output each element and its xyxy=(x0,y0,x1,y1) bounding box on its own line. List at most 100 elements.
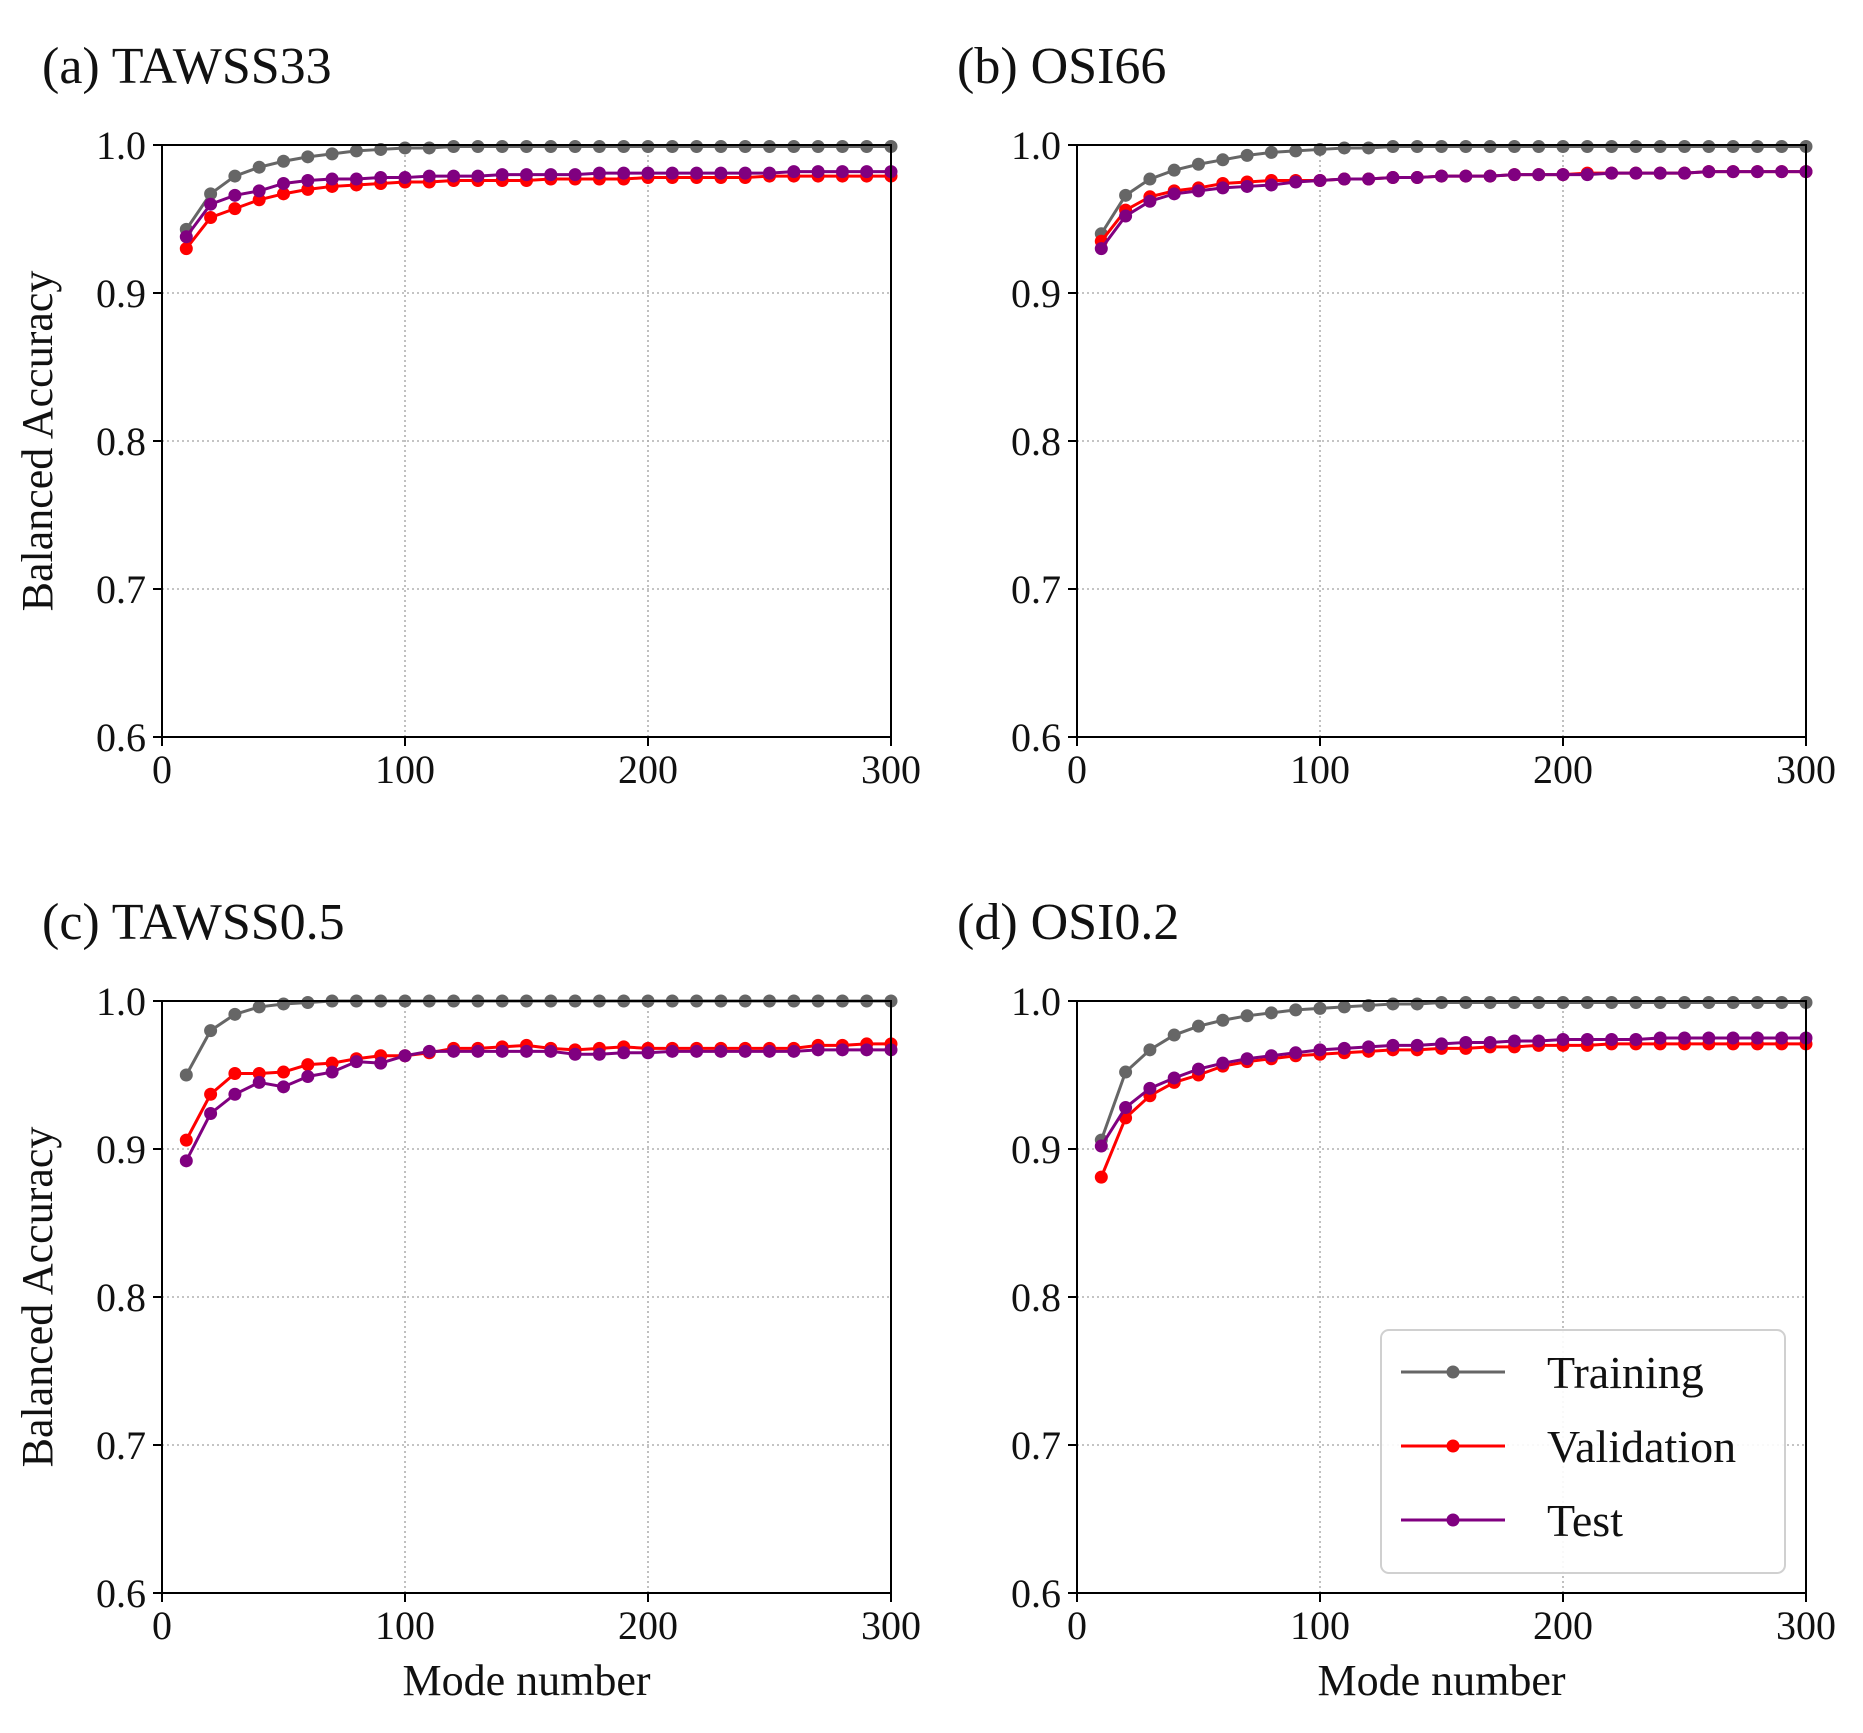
data-point-test xyxy=(1435,1037,1448,1051)
data-point-training xyxy=(277,154,290,168)
data-point-training xyxy=(811,139,825,153)
data-point-test xyxy=(228,188,242,202)
data-point-test xyxy=(544,1044,558,1058)
data-point-test xyxy=(1264,178,1278,192)
data-point-training xyxy=(1726,139,1740,153)
data-point-test xyxy=(1702,1031,1716,1045)
data-point-training xyxy=(1629,995,1643,1009)
data-point-validation xyxy=(301,182,315,196)
panel-title: (c) TAWSS0.5 xyxy=(42,894,345,951)
data-point-training xyxy=(1435,995,1448,1009)
data-point-test xyxy=(1678,166,1691,180)
y-tick-label: 0.8 xyxy=(96,1275,146,1320)
data-point-test xyxy=(835,165,849,179)
data-point-training xyxy=(1289,1003,1303,1017)
data-point-validation xyxy=(301,1058,315,1072)
data-point-test xyxy=(860,1043,874,1057)
data-point-test xyxy=(1362,1040,1376,1054)
data-point-test xyxy=(277,1080,290,1094)
series-line-validation xyxy=(1099,1042,1806,1178)
data-point-test xyxy=(787,165,801,179)
data-point-test xyxy=(1653,166,1667,180)
data-point-test xyxy=(374,171,388,185)
data-point-test xyxy=(738,1044,752,1058)
data-point-training xyxy=(1216,153,1230,167)
data-point-training xyxy=(1605,995,1619,1009)
x-axis-label: Mode number xyxy=(1317,1656,1565,1705)
data-point-test xyxy=(1192,1062,1205,1076)
data-point-training xyxy=(592,139,606,153)
data-point-test xyxy=(763,1044,776,1058)
data-point-test xyxy=(860,165,874,179)
data-point-training xyxy=(1119,188,1133,202)
data-point-test xyxy=(811,1043,825,1057)
data-point-test xyxy=(1459,169,1473,183)
data-point-training xyxy=(1264,145,1278,159)
data-point-test xyxy=(495,168,509,182)
data-point-training xyxy=(1192,1019,1205,1033)
data-point-training xyxy=(1532,995,1546,1009)
data-point-test xyxy=(1240,179,1254,193)
data-point-training xyxy=(301,995,315,1009)
data-point-test xyxy=(301,174,315,188)
data-point-test xyxy=(1507,168,1521,182)
data-point-training xyxy=(1386,139,1400,153)
x-tick-label: 0 xyxy=(1067,1603,1087,1648)
data-point-training xyxy=(1313,142,1327,156)
data-point-test xyxy=(1216,1056,1230,1070)
data-point-test xyxy=(1289,1046,1303,1060)
data-point-training xyxy=(738,139,752,153)
data-point-test xyxy=(1653,1031,1667,1045)
data-point-test xyxy=(1556,1032,1570,1046)
data-point-training xyxy=(349,144,363,158)
data-point-test xyxy=(520,168,533,182)
y-tick-label: 0.7 xyxy=(96,1423,146,1468)
panel-title: (b) OSI66 xyxy=(957,38,1166,95)
data-point-test xyxy=(1094,1139,1108,1153)
x-tick-label: 0 xyxy=(152,747,172,792)
y-axis-label: Balanced Accuracy xyxy=(13,271,62,612)
data-point-training xyxy=(787,139,801,153)
data-point-test xyxy=(471,1044,485,1058)
data-point-test xyxy=(1410,171,1424,185)
data-point-training xyxy=(1653,995,1667,1009)
data-point-validation xyxy=(252,1067,266,1081)
data-point-training xyxy=(1386,997,1400,1011)
data-point-test xyxy=(252,1075,266,1089)
data-point-test xyxy=(1726,1031,1740,1045)
axes-frame xyxy=(161,1000,892,1594)
data-point-test xyxy=(228,1087,242,1101)
y-tick-label: 0.7 xyxy=(1011,1423,1061,1468)
data-point-test xyxy=(398,1049,412,1063)
data-point-test xyxy=(690,166,704,180)
data-point-validation xyxy=(277,1065,290,1079)
data-point-test xyxy=(714,1044,728,1058)
chart-panel: (b) OSI66 0 100 200 300 0.6 0.7 0.8 0.9 1.0 xyxy=(957,38,1836,792)
data-point-training xyxy=(447,139,461,153)
data-point-training xyxy=(690,139,704,153)
y-tick-label: 0.9 xyxy=(1011,271,1061,316)
data-point-validation xyxy=(179,242,193,256)
y-tick-label: 0.6 xyxy=(96,715,146,760)
data-point-training xyxy=(1264,1006,1278,1020)
data-point-test xyxy=(495,1044,509,1058)
data-point-test xyxy=(665,1044,679,1058)
data-point-test xyxy=(1605,166,1619,180)
data-point-training xyxy=(228,1007,242,1021)
x-tick-label: 200 xyxy=(618,747,678,792)
data-point-test xyxy=(1678,1031,1691,1045)
series-line-training xyxy=(185,144,891,231)
data-point-training xyxy=(471,139,485,153)
data-point-test xyxy=(398,171,412,185)
data-point-test xyxy=(1775,165,1789,179)
axes-frame xyxy=(1076,144,1807,738)
data-point-test xyxy=(1775,1031,1789,1045)
y-tick-label: 1.0 xyxy=(96,979,146,1024)
chart-panel: (d) OSI0.2 0 100 200 300 0.6 0.7 0.8 0.9 1.0 Mode … xyxy=(957,894,1836,1705)
data-point-test xyxy=(1410,1038,1424,1052)
data-point-test xyxy=(349,1055,363,1069)
data-point-training xyxy=(1702,995,1716,1009)
data-point-test xyxy=(349,172,363,186)
y-tick-label: 0.7 xyxy=(96,567,146,612)
data-point-training xyxy=(1702,139,1716,153)
